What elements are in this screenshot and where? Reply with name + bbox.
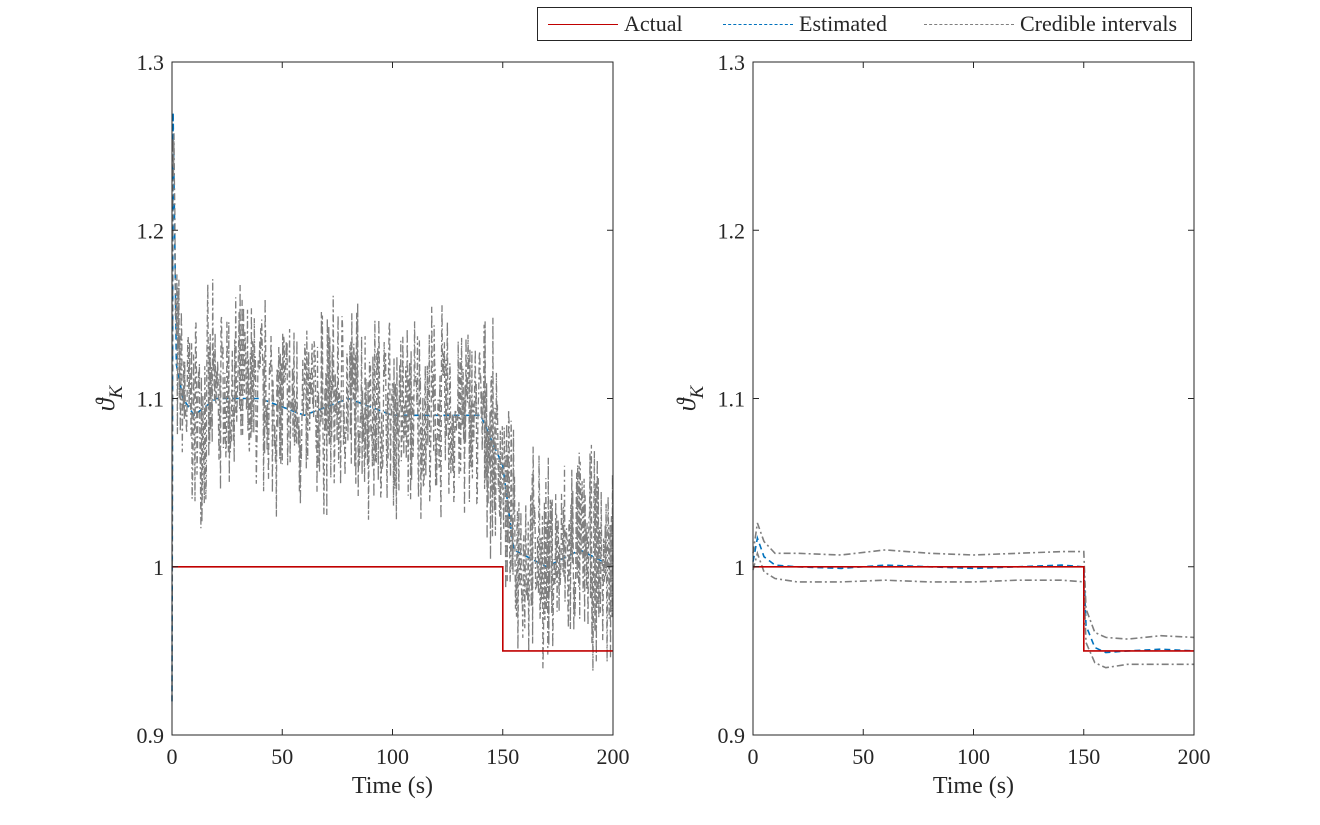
y-tick-label: 0.9 xyxy=(137,723,165,748)
y-tick-label: 1.1 xyxy=(137,387,165,412)
y-tick-label: 1 xyxy=(734,555,745,580)
x-tick-label: 100 xyxy=(957,744,990,769)
x-tick-label: 100 xyxy=(376,744,409,769)
x-tick-label: 200 xyxy=(1178,744,1211,769)
legend-label: Actual xyxy=(624,11,683,36)
legend-swatch-estimated xyxy=(723,23,793,25)
x-tick-label: 50 xyxy=(271,744,293,769)
x-tick-label: 50 xyxy=(852,744,874,769)
left-axes: 0 50 100 150 200 0.9 1 1.1 1.2 1.3 Time (s) ϑK xyxy=(91,50,630,799)
legend-item-estimated: Estimated xyxy=(723,8,887,40)
legend: Actual Estimated Credible intervals xyxy=(537,7,1192,41)
legend-swatch-credible-intervals xyxy=(924,23,1014,25)
legend-item-credible-intervals: Credible intervals xyxy=(924,8,1177,40)
y-tick-label: 1.2 xyxy=(718,218,746,243)
y-tick-label: 1 xyxy=(153,555,164,580)
x-tick-label: 150 xyxy=(1067,744,1100,769)
y-tick-label: 0.9 xyxy=(718,723,746,748)
series-estimated xyxy=(752,535,1195,654)
x-axis-label: Time (s) xyxy=(933,773,1014,799)
y-tick-label: 1.2 xyxy=(137,218,165,243)
legend-swatch-actual xyxy=(548,23,618,25)
y-tick-label: 1.1 xyxy=(718,387,746,412)
x-tick-label: 150 xyxy=(486,744,519,769)
x-axis-label: Time (s) xyxy=(352,773,433,799)
x-tick-label: 0 xyxy=(748,744,759,769)
series-credible-intervals-upper xyxy=(752,522,1195,640)
y-tick-label: 1.3 xyxy=(137,50,165,75)
y-axis-label: ϑK xyxy=(672,384,708,411)
right-axes: 0 50 100 150 200 0.9 1 1.1 1.2 1.3 Time (s) ϑK xyxy=(672,50,1211,799)
x-tick-label: 0 xyxy=(167,744,178,769)
x-tick-label: 200 xyxy=(597,744,630,769)
y-tick-label: 1.3 xyxy=(718,50,746,75)
plot-frame xyxy=(752,61,1195,736)
y-axis-label: ϑK xyxy=(91,384,127,411)
series-credible-intervals xyxy=(171,133,614,702)
series-actual xyxy=(172,566,613,652)
legend-item-actual: Actual xyxy=(548,8,683,40)
series-actual xyxy=(753,566,1194,652)
legend-label: Credible intervals xyxy=(1020,11,1178,36)
legend-label: Estimated xyxy=(799,11,887,36)
series-credible-intervals-lower xyxy=(752,550,1194,669)
